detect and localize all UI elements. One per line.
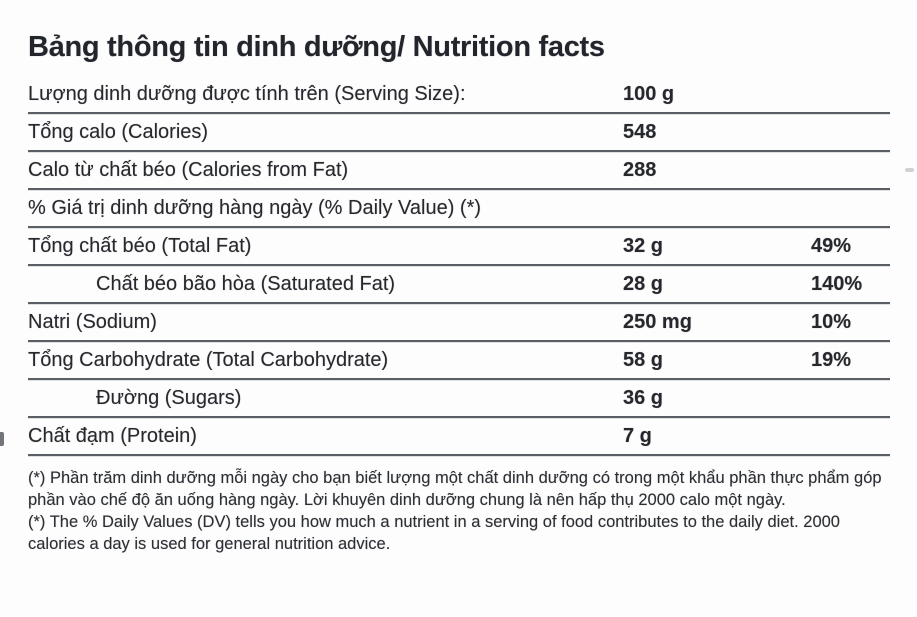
footnotes: (*) Phần trăm dinh dưỡng mỗi ngày cho bạ… (28, 467, 890, 555)
nutrition-table: Lượng dinh dưỡng được tính trên (Serving… (28, 76, 890, 456)
row-percent: 140% (811, 272, 863, 295)
row-total-fat: Tổng chất béo (Total Fat) 32 g 49% (28, 228, 890, 266)
row-label: Đường (Sugars) (96, 387, 242, 409)
row-percent: 19% (811, 348, 852, 371)
label-title: Bảng thông tin dinh dưỡng/ Nutrition fac… (28, 31, 605, 63)
row-label: Lượng dinh dưỡng được tính trên (Serving… (28, 83, 466, 105)
row-serving-size: Lượng dinh dưỡng được tính trên (Serving… (28, 76, 890, 114)
row-protein: Chất đạm (Protein) 7 g (28, 418, 890, 456)
row-value: 58 g (623, 348, 664, 371)
row-value: 288 (623, 158, 657, 181)
row-value: 28 g (623, 272, 664, 295)
row-sugars: Đường (Sugars) 36 g (28, 380, 890, 418)
row-label: Tổng Carbohydrate (Total Carbohydrate) (28, 349, 389, 371)
row-label: Chất béo bão hòa (Saturated Fat) (96, 273, 396, 295)
nutrition-label: Bảng thông tin dinh dưỡng/ Nutrition fac… (28, 28, 890, 555)
row-value: 548 (623, 120, 657, 143)
row-value: 250 mg (623, 310, 692, 333)
row-value: 32 g (623, 234, 664, 257)
row-sodium: Natri (Sodium) 250 mg 10% (28, 304, 890, 342)
row-value: 100 g (623, 82, 675, 105)
row-label: Natri (Sodium) (28, 311, 157, 333)
footnote-english: (*) The % Daily Values (DV) tells you ho… (28, 513, 840, 553)
row-total-carbohydrate: Tổng Carbohydrate (Total Carbohydrate) 5… (28, 342, 890, 380)
footnote-vietnamese: (*) Phần trăm dinh dưỡng mỗi ngày cho bạ… (28, 469, 882, 509)
row-saturated-fat: Chất béo bão hòa (Saturated Fat) 28 g 14… (28, 266, 890, 304)
row-value: 36 g (623, 386, 664, 409)
row-label: % Giá trị dinh dưỡng hàng ngày (% Daily … (28, 197, 482, 219)
row-calories: Tổng calo (Calories) 548 (28, 114, 890, 152)
row-calories-from-fat: Calo từ chất béo (Calories from Fat) 288 (28, 152, 890, 190)
scan-artifact-right (905, 168, 914, 172)
row-daily-value-header: % Giá trị dinh dưỡng hàng ngày (% Daily … (28, 190, 890, 228)
row-percent: 10% (811, 310, 852, 333)
row-value: 7 g (623, 424, 652, 447)
row-label: Chất đạm (Protein) (28, 425, 197, 447)
row-label: Tổng chất béo (Total Fat) (28, 235, 252, 257)
row-label: Tổng calo (Calories) (28, 121, 209, 143)
row-label: Calo từ chất béo (Calories from Fat) (28, 159, 349, 181)
row-percent: 49% (811, 234, 852, 257)
scan-artifact-left (0, 432, 4, 446)
